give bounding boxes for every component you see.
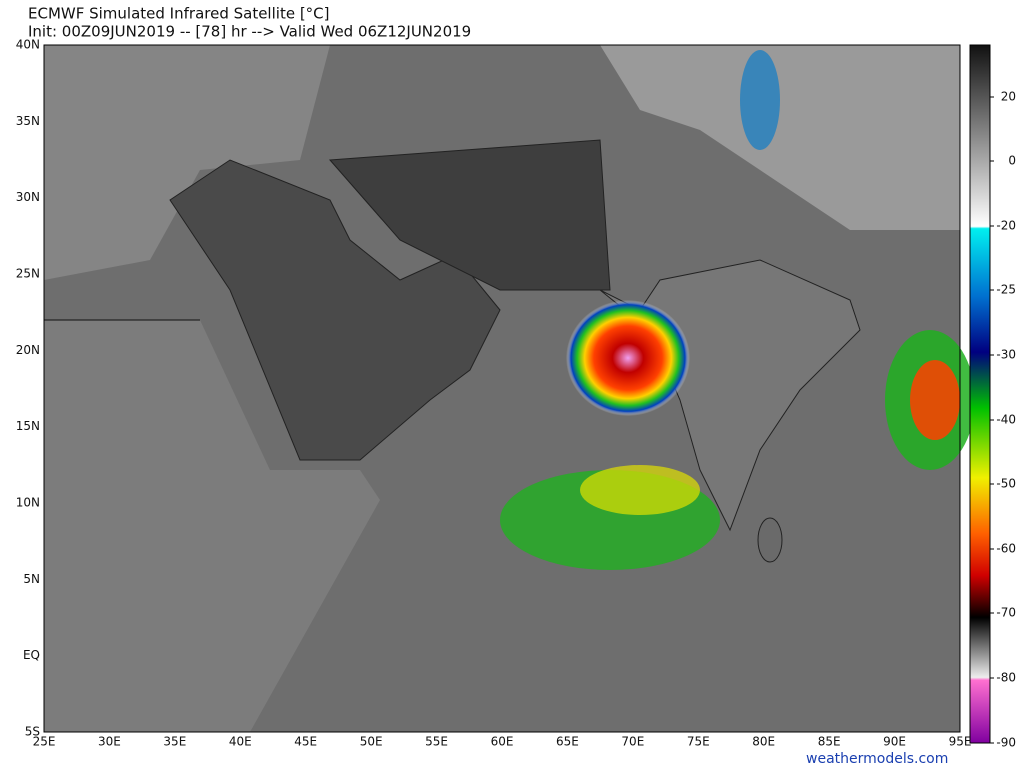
cyclone [566,300,690,416]
lat-label: EQ [23,648,40,662]
africa [44,320,380,732]
colorbar-label: -70 [996,606,1016,620]
lat-label: 30N [16,190,40,204]
colorbar-label: -30 [996,348,1016,362]
lat-label: 10N [16,496,40,510]
lat-label: 15N [16,419,40,433]
lat-label: 25N [16,267,40,281]
lat-label: 35N [16,114,40,128]
map-frame [43,44,961,733]
arabia [169,159,501,461]
mediterranean-region [44,45,330,280]
lon-label: 90E [883,735,906,749]
lon-label: 80E [752,735,775,749]
lat-label: 5S [25,725,40,739]
lat-label: 5N [23,572,40,586]
colorbar-label: -40 [996,413,1016,427]
lon-label: 70E [621,735,644,749]
lon-label: 40E [229,735,252,749]
colorbar [969,44,991,744]
himalaya [600,45,960,230]
subtitle: Init: 00Z09JUN2019 -- [78] hr --> Valid … [28,23,471,41]
lon-label: 30E [98,735,121,749]
north-convection [740,50,780,150]
lat-label: 20N [16,343,40,357]
credit: weathermodels.com [806,751,948,767]
lon-label: 60E [491,735,514,749]
lat-label: 40N [16,38,40,52]
sri-lanka [757,517,783,563]
colorbar-label: 20 [1001,90,1016,104]
map [43,44,975,733]
colorbar-label: -90 [996,736,1016,750]
lon-label: 50E [360,735,383,749]
lon-label: 55E [425,735,448,749]
lon-label: 75E [687,735,710,749]
lon-label: 35E [163,735,186,749]
convection-core [580,465,700,515]
colorbar-label: -20 [996,219,1016,233]
lon-label: 25E [33,735,56,749]
colorbar-label: -50 [996,477,1016,491]
lon-label: 45E [294,735,317,749]
colorbar-label: -60 [996,542,1016,556]
iran-pakistan [328,139,611,291]
colorbar-label: -80 [996,671,1016,685]
lon-label: 65E [556,735,579,749]
colorbar-label: -25 [996,283,1016,297]
title: ECMWF Simulated Infrared Satellite [°C] [28,5,330,23]
colorbar-label: 0 [1008,154,1016,168]
lon-label: 95E [949,735,972,749]
bay-core [910,360,960,440]
lon-label: 85E [818,735,841,749]
